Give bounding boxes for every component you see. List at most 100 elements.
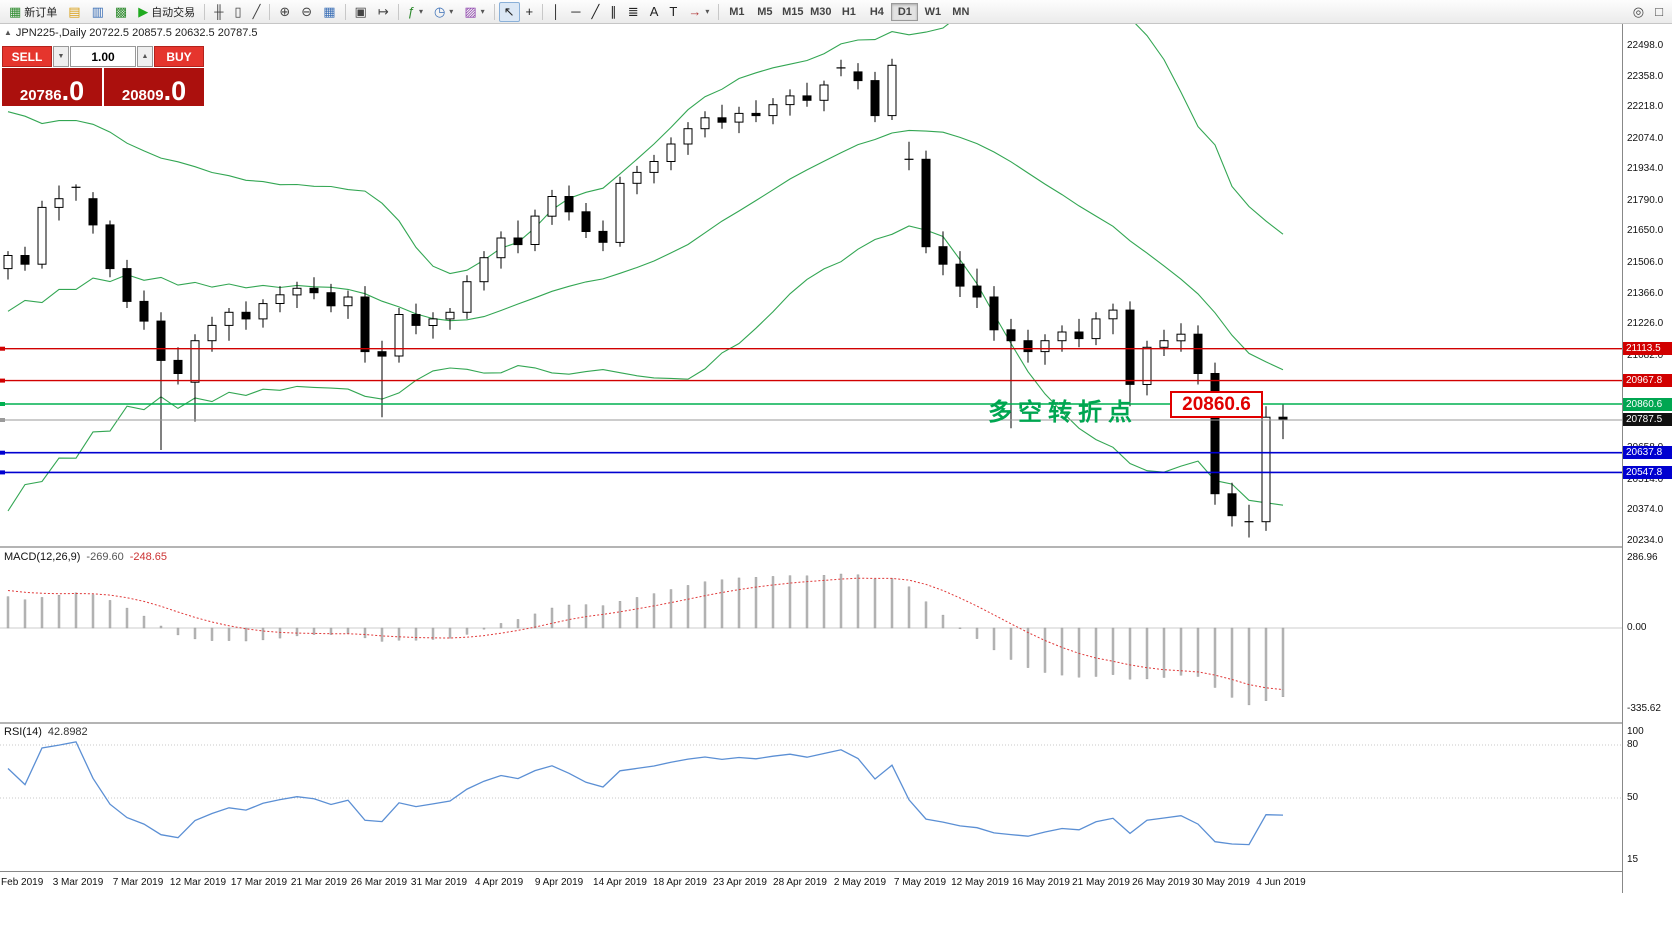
pane-separator[interactable] xyxy=(0,722,1672,724)
timeframe-w1-button[interactable]: W1 xyxy=(924,5,942,18)
resistance-line-lower-price-tag: 20967.8 xyxy=(1623,374,1672,387)
time-axis-label: 18 Apr 2019 xyxy=(653,877,707,888)
autotrading-button[interactable]: ▶ 自动交易 xyxy=(133,2,200,22)
volume-up-button[interactable]: ▲ xyxy=(137,46,153,67)
horizontal-line-tool-icon-glyph: ─ xyxy=(571,4,581,19)
fibonacci-tool-icon-glyph: ≣ xyxy=(627,4,639,19)
time-axis-label: 16 May 2019 xyxy=(1012,877,1070,888)
candlestick-mode-icon[interactable]: ▯ xyxy=(229,2,246,22)
macd-signal-line xyxy=(7,577,1284,691)
price-axis-label: 22358.0 xyxy=(1627,71,1664,82)
timeframe-d1-button[interactable]: D1 xyxy=(891,2,919,21)
vertical-line-tool-icon[interactable]: │ xyxy=(547,2,565,22)
buy-button[interactable]: BUY xyxy=(154,46,204,67)
search-icon-glyph: ◎ xyxy=(1632,4,1645,19)
zoom-out-icon[interactable]: ⊖ xyxy=(296,2,317,22)
buy-price-frac: .0 xyxy=(163,76,187,107)
indicators-dropdown[interactable]: ƒ ▾ xyxy=(403,2,428,22)
sell-price-display: 20786.0 xyxy=(2,68,102,106)
price-axis-label: 22074.0 xyxy=(1627,133,1664,144)
price-axis-label: 21650.0 xyxy=(1627,225,1664,236)
horizontal-line-tool-icon[interactable]: ─ xyxy=(566,2,585,22)
price-axis-label: 21790.0 xyxy=(1627,195,1664,206)
time-axis-label: 23 Apr 2019 xyxy=(713,877,767,888)
cursor-tool-icon[interactable]: ↖ xyxy=(498,1,520,22)
profiles-icon[interactable]: ▥ xyxy=(87,2,109,22)
price-axis[interactable]: 22498.0 22358.0 22218.0 22074.0 21934.0 21790… xyxy=(1622,24,1672,893)
channel-tool-icon[interactable]: ∥ xyxy=(605,2,622,22)
volume-down-button[interactable]: ▼ xyxy=(53,46,69,67)
time-axis-label: 14 Apr 2019 xyxy=(593,877,647,888)
chart-shift-icon[interactable]: ↦ xyxy=(373,2,394,22)
main-price-chart[interactable] xyxy=(0,24,1622,546)
trendline-tool-icon[interactable]: ╱ xyxy=(586,2,604,22)
label-tool-icon[interactable]: T xyxy=(664,2,682,22)
timeframe-m15-button[interactable]: M15 xyxy=(782,5,804,18)
new-window-icon[interactable]: □ xyxy=(1650,2,1668,22)
macd-main-value: -269.60 xyxy=(86,551,124,563)
timeframe-mn-button[interactable]: MN xyxy=(952,5,970,18)
arrows-dropdown-caret: ▾ xyxy=(705,7,710,16)
sell-button[interactable]: SELL xyxy=(2,46,52,67)
symbol-ohlc-line: JPN225-,Daily 20722.5 20857.5 20632.5 20… xyxy=(15,27,258,39)
templates-dropdown[interactable]: ▨ ▾ xyxy=(459,2,489,22)
time-axis-label: 4 Jun 2019 xyxy=(1256,877,1306,888)
time-axis-label: 17 Mar 2019 xyxy=(230,877,288,888)
time-axis-label: 4 Apr 2019 xyxy=(474,877,524,888)
label-tool-icon-glyph: T xyxy=(669,4,678,19)
sell-price-frac: .0 xyxy=(61,76,85,107)
volume-input[interactable] xyxy=(70,46,136,67)
time-axis-label: 30 May 2019 xyxy=(1192,877,1250,888)
fibonacci-tool-icon[interactable]: ≣ xyxy=(623,2,644,22)
zoom-in-icon[interactable]: ⊕ xyxy=(274,2,295,22)
periods-dropdown-caret: ▾ xyxy=(449,7,454,16)
timeframe-h1-button[interactable]: H1 xyxy=(841,5,856,18)
macd-name: MACD(12,26,9) xyxy=(4,551,81,563)
macd-pane[interactable] xyxy=(0,549,1622,722)
market-watch-icon-glyph: ▩ xyxy=(114,4,128,19)
tile-windows-icon-glyph: ▦ xyxy=(323,4,336,19)
price-axis-label: 21082.0 xyxy=(1627,350,1664,361)
time-axis-label: 6 Feb 2019 xyxy=(0,877,44,888)
time-axis[interactable]: 6 Feb 2019 3 Mar 2019 7 Mar 2019 12 Mar 201… xyxy=(0,871,1622,893)
tile-windows-icon[interactable]: ▦ xyxy=(318,2,340,22)
macd-signal-value: -248.65 xyxy=(129,551,168,563)
chart-window[interactable]: 22498.0 22358.0 22218.0 22074.0 21934.0 21790… xyxy=(0,24,1672,951)
macd-histogram xyxy=(6,573,1285,706)
turning-point-price-box[interactable]: 20860.6 xyxy=(1170,391,1263,418)
new-order-button[interactable]: ▦ 新订单 xyxy=(4,2,62,22)
pane-separator[interactable] xyxy=(0,546,1672,548)
time-axis-label: 7 May 2019 xyxy=(893,877,947,888)
price-axis-label: 22498.0 xyxy=(1627,40,1664,51)
market-watch-icon[interactable]: ▩ xyxy=(110,2,132,22)
crosshair-tool-icon[interactable]: + xyxy=(521,2,539,22)
timeframe-m5-button[interactable]: M5 xyxy=(757,5,773,18)
arrows-dropdown[interactable]: → ▾ xyxy=(683,2,714,22)
toolbar-separator xyxy=(718,3,720,20)
chart-window-icon: ▲ xyxy=(4,28,12,37)
periods-dropdown[interactable]: ◷ ▾ xyxy=(429,2,458,22)
bar-chart-mode-icon[interactable]: ╫ xyxy=(209,2,228,22)
line-chart-mode-icon[interactable]: ╱ xyxy=(248,2,266,22)
indicators-icon: ƒ xyxy=(407,4,415,19)
text-tool-icon[interactable]: A xyxy=(645,2,664,22)
time-axis-label: 26 May 2019 xyxy=(1132,877,1190,888)
new-chart-icon[interactable]: ▤ xyxy=(63,2,85,22)
auto-arrange-icon[interactable]: ▣ xyxy=(350,2,372,22)
arrows-icon: → xyxy=(688,4,702,19)
rsi-scale-label: 50 xyxy=(1627,792,1639,803)
time-axis-label: 21 Mar 2019 xyxy=(290,877,348,888)
vertical-line-tool-icon-glyph: │ xyxy=(552,4,561,19)
price-axis-label: 21506.0 xyxy=(1627,257,1664,268)
search-icon[interactable]: ◎ xyxy=(1628,2,1649,22)
timeframe-h4-button[interactable]: H4 xyxy=(869,5,884,18)
rsi-scale-label: 100 xyxy=(1627,726,1644,737)
price-axis-label: 21934.0 xyxy=(1627,163,1664,174)
timeframe-m30-button[interactable]: M30 xyxy=(810,5,832,18)
rsi-pane[interactable] xyxy=(0,724,1622,871)
bid-price-line-price-tag: 20787.5 xyxy=(1623,413,1672,426)
price-axis-label: 22218.0 xyxy=(1627,101,1664,112)
timeframe-m1-button[interactable]: M1 xyxy=(729,5,745,18)
price-axis-label: 20374.0 xyxy=(1627,504,1664,515)
turning-point-annotation[interactable]: 多空转折点 xyxy=(988,399,1138,426)
